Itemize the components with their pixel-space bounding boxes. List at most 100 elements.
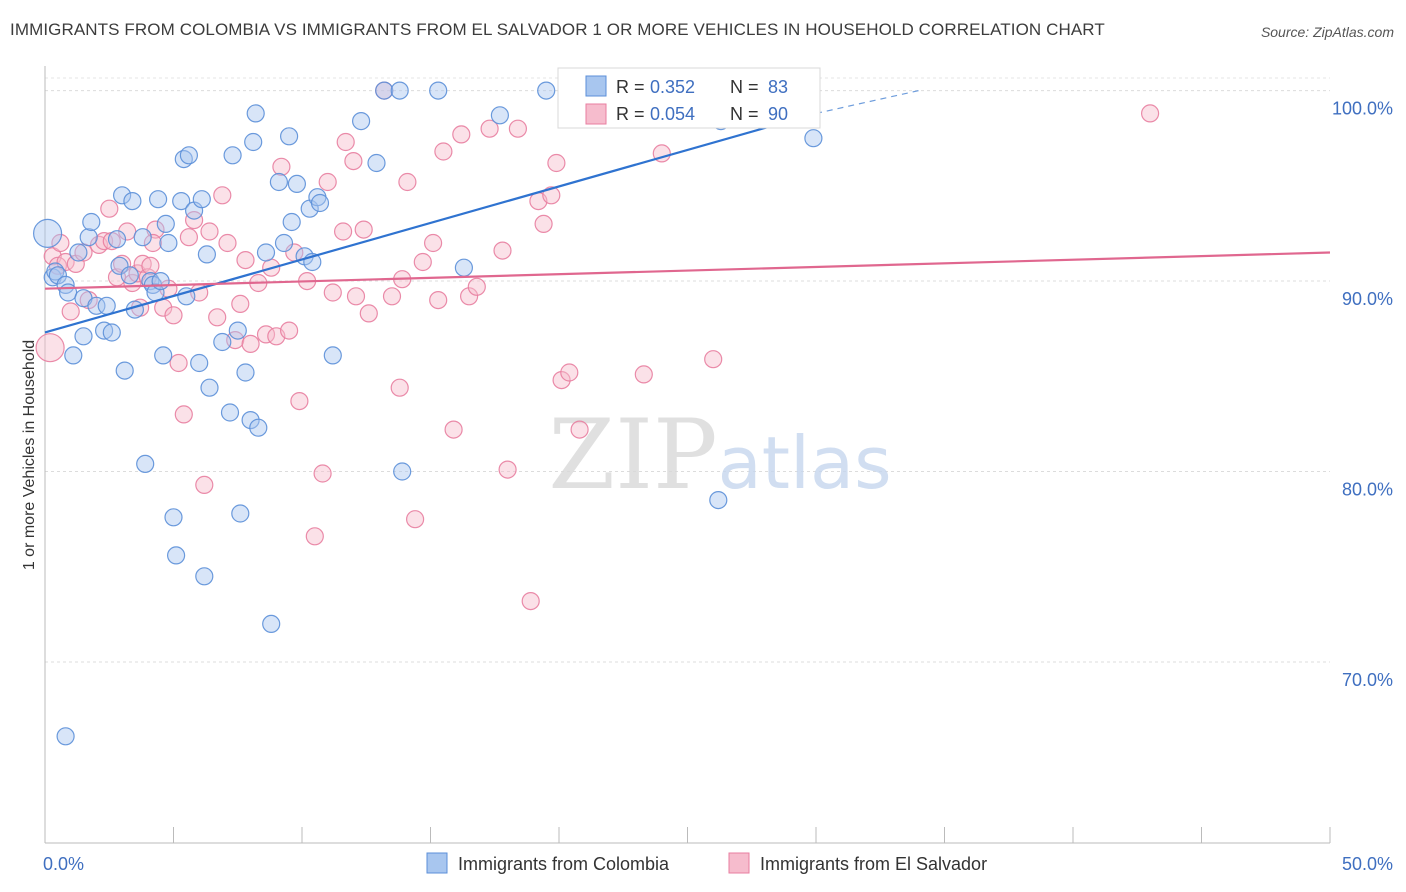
point-colombia (74, 327, 93, 346)
point-colombia (197, 245, 216, 264)
point-colombia (352, 111, 371, 131)
point-colombia (87, 296, 106, 315)
y-tick-label: 90.0% (1342, 289, 1393, 309)
point-el-salvador (334, 222, 353, 241)
point-colombia (228, 321, 247, 340)
point-el-salvador (318, 172, 337, 192)
point-el-salvador (560, 363, 579, 382)
point-colombia (367, 153, 386, 173)
point-el-salvador (336, 132, 355, 152)
point-el-salvador (460, 287, 479, 306)
legend-swatch-el-salvador (728, 852, 750, 874)
point-colombia (190, 353, 209, 373)
trend-line-colombia-extension (815, 89, 919, 115)
point-el-salvador (174, 405, 193, 424)
x-tick-labels: 0.0% 50.0% (43, 854, 1393, 874)
y-axis-label: 1 or more Vehicles in Household (21, 340, 38, 570)
point-colombia (269, 172, 288, 192)
chart-source: Source: ZipAtlas.com (1260, 24, 1394, 40)
point-el-salvador (508, 119, 528, 138)
stats-r-label: R = (616, 104, 645, 124)
trend-line-colombia (44, 112, 817, 334)
point-colombia (172, 192, 191, 211)
point-el-salvador (498, 460, 517, 479)
point-colombia (393, 462, 412, 481)
stats-r-label: R = (616, 77, 645, 97)
watermark: ZIPatlas (548, 399, 891, 511)
point-colombia (149, 190, 168, 209)
point-colombia (123, 192, 142, 211)
trend-line-el-salvador (44, 251, 1331, 290)
point-colombia (249, 418, 268, 437)
point-el-salvador (467, 277, 486, 296)
legend[interactable]: Immigrants from Colombia Immigrants from… (426, 852, 987, 874)
point-el-salvador (382, 287, 402, 306)
stats-swatch-colombia (585, 75, 607, 97)
point-colombia (48, 266, 68, 285)
point-colombia (280, 127, 299, 146)
point-el-salvador (534, 214, 553, 233)
point-el-salvador (141, 256, 160, 275)
point-el-salvador (344, 152, 363, 171)
point-colombia (151, 272, 170, 291)
point-el-salvador (547, 153, 566, 173)
x-tick-label-max: 50.0% (1342, 854, 1393, 874)
point-el-salvador (398, 172, 417, 192)
point-el-salvador (213, 186, 232, 205)
point-el-salvador (354, 220, 373, 239)
point-colombia (375, 81, 394, 100)
point-el-salvador (480, 119, 499, 138)
y-tick-labels: 70.0% 80.0% 90.0% 100.0% (1332, 99, 1393, 690)
point-el-salvador (169, 353, 188, 373)
y-tick-label: 80.0% (1342, 480, 1393, 500)
point-colombia (236, 363, 255, 382)
point-el-salvador (452, 125, 471, 144)
point-el-salvador (429, 291, 448, 310)
point-colombia (107, 230, 127, 249)
point-el-salvador (100, 199, 119, 218)
point-colombia (429, 81, 448, 100)
point-el-salvador (346, 287, 366, 306)
point-colombia (282, 212, 301, 232)
point-el-salvador (406, 510, 425, 529)
stats-n-el-salvador: 90 (768, 104, 788, 124)
point-el-salvador (195, 475, 214, 494)
point-colombia (56, 727, 75, 746)
point-el-salvador (218, 233, 237, 253)
stats-swatch-el-salvador (585, 103, 607, 125)
y-tick-label: 100.0% (1332, 99, 1393, 119)
point-el-salvador (434, 142, 453, 161)
point-el-salvador (231, 294, 250, 313)
point-el-salvador (1140, 104, 1160, 123)
point-colombia (244, 132, 263, 152)
point-colombia (159, 233, 178, 253)
point-el-salvador (290, 392, 309, 411)
x-tick-label-min: 0.0% (43, 854, 84, 874)
point-colombia (390, 81, 409, 100)
point-colombia (310, 193, 330, 213)
point-colombia (64, 346, 83, 365)
point-colombia (709, 491, 728, 510)
point-colombia (287, 174, 306, 193)
point-el-salvador (542, 186, 561, 205)
point-colombia (58, 283, 78, 302)
point-el-salvador (521, 591, 540, 611)
point-el-salvador (164, 306, 183, 325)
legend-label-el-salvador: Immigrants from El Salvador (760, 854, 987, 874)
point-colombia (223, 146, 242, 165)
point-colombia (32, 218, 63, 248)
point-el-salvador (570, 420, 589, 439)
point-colombia (154, 346, 173, 365)
point-colombia (274, 233, 294, 253)
point-colombia (167, 546, 186, 565)
point-colombia (136, 454, 155, 473)
legend-swatch-colombia (426, 852, 448, 874)
point-colombia (213, 332, 232, 352)
point-el-salvador (241, 334, 260, 353)
point-colombia (256, 243, 276, 262)
stats-n-label: N = (730, 104, 759, 124)
point-colombia (192, 190, 211, 209)
point-el-salvador (185, 211, 204, 230)
point-el-salvador (35, 333, 65, 363)
